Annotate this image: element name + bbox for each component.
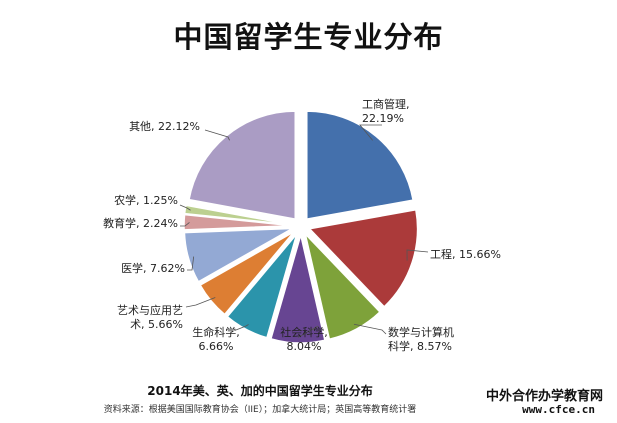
leader-line-0 (359, 124, 382, 141)
pie-slice-9 (188, 110, 296, 220)
leader-line-4 (235, 324, 249, 331)
leader-line-3 (297, 325, 319, 338)
slice-label-7: 教育学, 2.24% (103, 216, 178, 230)
leader-line-7 (180, 222, 190, 227)
leader-line-6 (187, 256, 195, 271)
watermark-site-url: www.cfce.cn (522, 403, 595, 416)
slice-label-4: 生命科学, 6.66% (192, 325, 240, 353)
pie-slice-1 (308, 208, 419, 308)
watermark-site-name: 中外合作办学教育网 (485, 389, 603, 404)
chart-caption: 2014年美、英、加的中国留学生专业分布 (147, 384, 373, 398)
leader-line-9 (204, 129, 230, 141)
pie-slice-2 (303, 231, 382, 341)
leader-line-2 (353, 323, 387, 335)
pie-slice-0 (306, 110, 414, 220)
chart-title: 中国留学生专业分布 (173, 20, 444, 54)
slice-label-8: 农学, 1.25% (114, 193, 178, 207)
slice-label-5: 艺术与应用艺术, 5.66% (117, 303, 183, 331)
pie-slice-6 (183, 227, 293, 283)
pie-slice-8 (183, 204, 293, 226)
slice-label-3: 社会科学, 8.04% (280, 325, 328, 353)
leader-line-5 (185, 297, 216, 308)
slice-label-9: 其他, 22.12% (129, 120, 200, 133)
slice-label-2: 数学与计算机科学, 8.57% (388, 325, 454, 353)
slice-label-6: 医学, 7.62% (121, 261, 185, 275)
source-note: 资料来源：根据美国国际教育协会（IIE）；加拿大统计局；英国高等教育统计署 (103, 405, 417, 415)
pie-slice-4 (226, 233, 298, 339)
pie-slice-7 (183, 213, 293, 231)
slice-label-1: 工程, 15.66% (430, 248, 501, 261)
slice-label-0: 工商管理, 22.19% (362, 97, 410, 125)
leader-line-8 (179, 204, 191, 211)
pie-slice-3 (269, 234, 326, 344)
leader-line-1 (406, 249, 429, 261)
pie-slice-5 (199, 231, 295, 316)
